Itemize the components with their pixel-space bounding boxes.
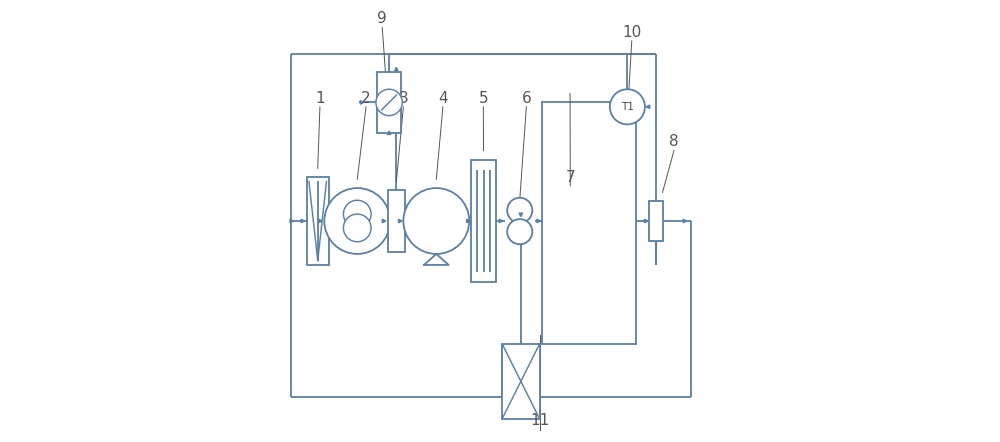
Bar	[388, 190, 405, 252]
Circle shape	[507, 198, 532, 223]
Bar	[307, 177, 329, 265]
Text: 6: 6	[521, 91, 531, 106]
Bar	[502, 344, 540, 419]
Circle shape	[343, 214, 371, 242]
Text: 10: 10	[622, 25, 641, 40]
Circle shape	[610, 89, 645, 124]
Polygon shape	[360, 101, 364, 104]
Polygon shape	[387, 131, 391, 134]
Text: 5: 5	[478, 91, 488, 106]
Polygon shape	[399, 219, 402, 223]
Polygon shape	[301, 219, 305, 223]
Circle shape	[403, 188, 469, 254]
Bar	[542, 103, 636, 344]
Bar	[377, 72, 401, 133]
Text: 4: 4	[438, 91, 448, 106]
Text: 3: 3	[398, 91, 408, 106]
Text: 11: 11	[530, 413, 549, 428]
Text: 9: 9	[377, 11, 387, 27]
Text: 8: 8	[669, 134, 679, 149]
Circle shape	[343, 200, 371, 228]
Polygon shape	[645, 219, 648, 223]
Polygon shape	[290, 219, 294, 223]
Polygon shape	[646, 105, 650, 109]
Polygon shape	[467, 219, 470, 223]
Polygon shape	[499, 219, 503, 223]
Circle shape	[376, 89, 402, 116]
Circle shape	[507, 219, 532, 244]
Polygon shape	[537, 219, 540, 223]
Bar	[471, 160, 496, 282]
Polygon shape	[319, 219, 322, 223]
Text: 2: 2	[361, 91, 371, 106]
Polygon shape	[382, 219, 386, 223]
Polygon shape	[519, 213, 523, 217]
Text: 1: 1	[315, 91, 325, 106]
Text: T1: T1	[621, 102, 634, 112]
Circle shape	[324, 188, 390, 254]
Text: 7: 7	[565, 170, 575, 185]
Bar	[649, 201, 663, 241]
Polygon shape	[683, 219, 687, 223]
Polygon shape	[395, 67, 398, 71]
